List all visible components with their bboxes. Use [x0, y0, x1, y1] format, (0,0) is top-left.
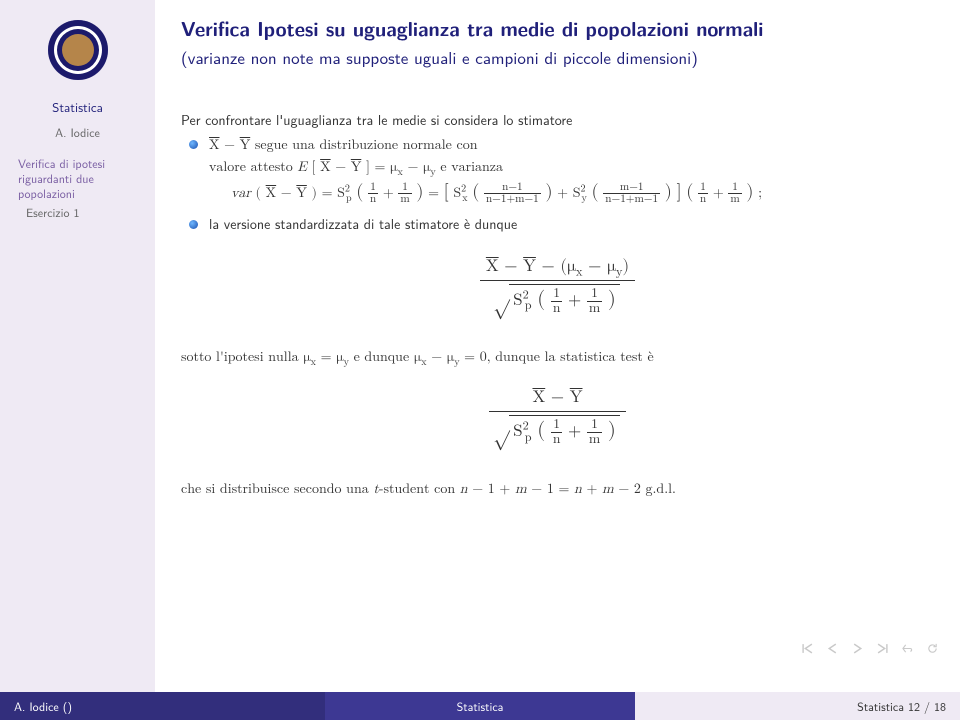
bullet1-line2: valore attesto E [ X − Y ] = μx − μy e v… — [209, 160, 503, 174]
variance-formula: var ( X − Y ) = S2p ( 1n + 1m ) = [ S2x … — [209, 178, 762, 206]
distribution-line: che si distribuisce secondo una t-studen… — [181, 481, 934, 498]
footer-author: A. Iodice () — [0, 692, 325, 720]
sidebar-section-title: Statistica — [0, 98, 155, 117]
bullet-distribution: X − Y segue una distribuzione normale co… — [209, 134, 934, 206]
bullet1-line1: X − Y segue una distribuzione normale co… — [209, 138, 477, 152]
slide-content: Verifica Ipotesi su uguaglianza tra medi… — [155, 0, 960, 692]
sidebar-author: A. Iodice — [0, 123, 155, 142]
nav-next-icon[interactable] — [852, 640, 863, 658]
nav-prev-icon[interactable] — [827, 640, 838, 658]
lead-text: Per confrontare l'uguaglianza tra le med… — [181, 110, 934, 130]
null-hypothesis-line: sotto l'ipotesi nulla μx = μy e dunque μ… — [181, 349, 934, 366]
sidebar: Statistica A. Iodice Verifica di ipotesi… — [0, 0, 155, 692]
footer: A. Iodice () Statistica Statistica 12 / … — [0, 692, 960, 720]
nav-last-icon[interactable] — [877, 640, 888, 658]
nav-controls — [802, 640, 938, 658]
sidebar-item-exercise[interactable]: Esercizio 1 — [0, 203, 155, 222]
bullet2-text: la versione standardizzata di tale stima… — [209, 214, 517, 234]
nav-back-icon[interactable] — [902, 640, 913, 658]
sidebar-item-topic[interactable]: Verifica di ipotesi riguardanti due popo… — [0, 154, 155, 203]
footer-course: Statistica — [325, 692, 636, 720]
test-statistic: X − Y S2p ( 1n + 1m ) — [181, 388, 934, 446]
bullet-standardized: la versione standardizzata di tale stima… — [209, 214, 934, 235]
standardized-statistic: X − Y − (μx − μy) S2p ( 1n + 1m ) — [181, 257, 934, 315]
nav-refresh-icon[interactable] — [927, 640, 938, 658]
university-seal-logo — [48, 20, 108, 80]
nav-first-icon[interactable] — [802, 640, 813, 658]
page-title: Verifica Ipotesi su uguaglianza tra medi… — [181, 14, 934, 41]
page-subtitle: (varianze non note ma supposte uguali e … — [181, 45, 934, 70]
footer-page: Statistica 12 / 18 — [635, 692, 960, 720]
